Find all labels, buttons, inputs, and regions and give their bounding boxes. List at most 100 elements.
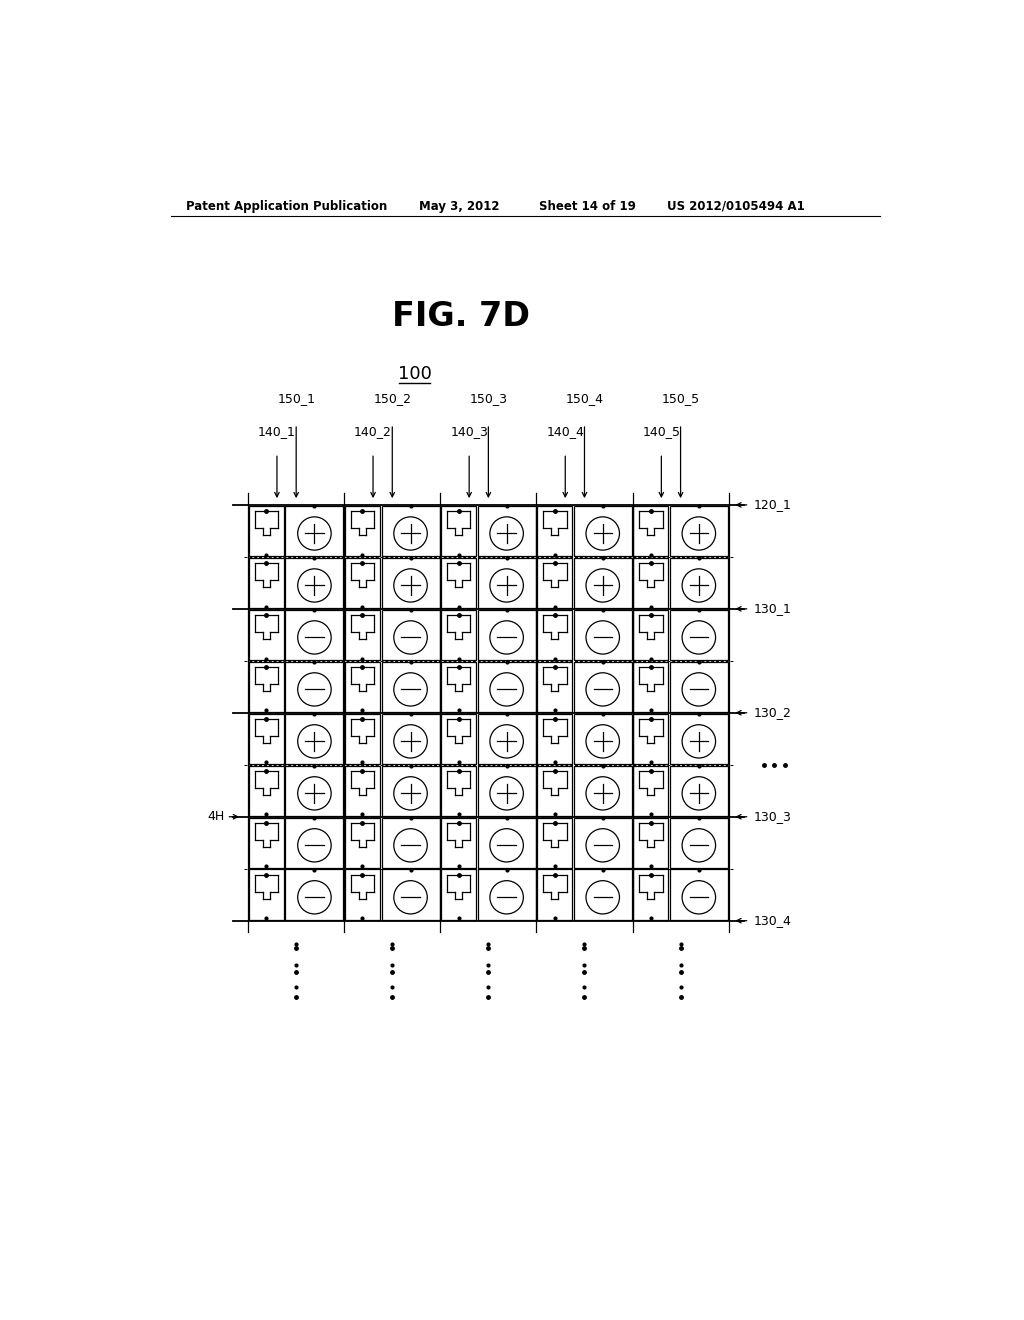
Circle shape <box>682 673 716 706</box>
Circle shape <box>298 829 331 862</box>
FancyBboxPatch shape <box>382 610 439 660</box>
FancyBboxPatch shape <box>286 506 343 556</box>
Circle shape <box>682 725 716 758</box>
FancyBboxPatch shape <box>441 506 476 556</box>
FancyBboxPatch shape <box>477 506 536 556</box>
Circle shape <box>394 517 427 550</box>
FancyBboxPatch shape <box>441 661 476 711</box>
FancyBboxPatch shape <box>249 557 284 609</box>
FancyBboxPatch shape <box>538 661 572 711</box>
Circle shape <box>298 673 331 706</box>
FancyBboxPatch shape <box>286 766 343 816</box>
Circle shape <box>298 776 331 810</box>
Text: US 2012/0105494 A1: US 2012/0105494 A1 <box>667 199 805 213</box>
FancyBboxPatch shape <box>345 870 380 920</box>
FancyBboxPatch shape <box>573 610 632 660</box>
FancyBboxPatch shape <box>573 506 632 556</box>
FancyBboxPatch shape <box>249 870 284 920</box>
FancyBboxPatch shape <box>573 661 632 711</box>
Text: 150_5: 150_5 <box>662 392 699 405</box>
FancyBboxPatch shape <box>670 557 728 609</box>
Text: 130_2: 130_2 <box>754 706 792 719</box>
FancyBboxPatch shape <box>249 610 284 660</box>
FancyBboxPatch shape <box>573 557 632 609</box>
Text: 140_5: 140_5 <box>642 425 680 438</box>
Text: 100: 100 <box>397 366 432 383</box>
Text: 140_1: 140_1 <box>258 425 296 438</box>
FancyBboxPatch shape <box>345 506 380 556</box>
FancyBboxPatch shape <box>633 714 669 764</box>
Circle shape <box>489 673 523 706</box>
FancyBboxPatch shape <box>670 870 728 920</box>
Circle shape <box>586 620 620 655</box>
FancyBboxPatch shape <box>345 557 380 609</box>
FancyBboxPatch shape <box>538 506 572 556</box>
FancyBboxPatch shape <box>382 714 439 764</box>
Circle shape <box>586 725 620 758</box>
FancyBboxPatch shape <box>345 610 380 660</box>
Text: 4H: 4H <box>208 810 225 824</box>
Circle shape <box>682 569 716 602</box>
FancyBboxPatch shape <box>477 610 536 660</box>
Text: 150_4: 150_4 <box>565 392 603 405</box>
Circle shape <box>682 776 716 810</box>
FancyBboxPatch shape <box>286 610 343 660</box>
Circle shape <box>586 880 620 913</box>
FancyBboxPatch shape <box>286 714 343 764</box>
FancyBboxPatch shape <box>670 610 728 660</box>
FancyBboxPatch shape <box>633 610 669 660</box>
Circle shape <box>298 880 331 913</box>
FancyBboxPatch shape <box>538 766 572 816</box>
FancyBboxPatch shape <box>538 610 572 660</box>
Text: 150_1: 150_1 <box>278 392 315 405</box>
FancyBboxPatch shape <box>633 870 669 920</box>
FancyBboxPatch shape <box>286 661 343 711</box>
FancyBboxPatch shape <box>345 817 380 869</box>
Circle shape <box>489 569 523 602</box>
FancyBboxPatch shape <box>382 506 439 556</box>
Circle shape <box>394 829 427 862</box>
FancyBboxPatch shape <box>286 557 343 609</box>
FancyBboxPatch shape <box>345 714 380 764</box>
Circle shape <box>682 829 716 862</box>
Circle shape <box>586 569 620 602</box>
FancyBboxPatch shape <box>382 766 439 816</box>
FancyBboxPatch shape <box>249 766 284 816</box>
FancyBboxPatch shape <box>382 817 439 869</box>
FancyBboxPatch shape <box>538 557 572 609</box>
FancyBboxPatch shape <box>633 817 669 869</box>
Text: Sheet 14 of 19: Sheet 14 of 19 <box>539 199 636 213</box>
FancyBboxPatch shape <box>249 817 284 869</box>
FancyBboxPatch shape <box>477 766 536 816</box>
FancyBboxPatch shape <box>441 714 476 764</box>
Text: 120_1: 120_1 <box>754 499 792 511</box>
Circle shape <box>586 776 620 810</box>
FancyBboxPatch shape <box>670 661 728 711</box>
FancyBboxPatch shape <box>538 714 572 764</box>
Circle shape <box>394 673 427 706</box>
Circle shape <box>298 725 331 758</box>
Circle shape <box>586 829 620 862</box>
FancyBboxPatch shape <box>286 870 343 920</box>
FancyBboxPatch shape <box>441 766 476 816</box>
FancyBboxPatch shape <box>477 817 536 869</box>
Circle shape <box>489 776 523 810</box>
FancyBboxPatch shape <box>345 661 380 711</box>
FancyBboxPatch shape <box>286 817 343 869</box>
Circle shape <box>298 517 331 550</box>
Text: 130_4: 130_4 <box>754 915 792 927</box>
FancyBboxPatch shape <box>441 870 476 920</box>
FancyBboxPatch shape <box>477 661 536 711</box>
FancyBboxPatch shape <box>249 661 284 711</box>
FancyBboxPatch shape <box>477 557 536 609</box>
FancyBboxPatch shape <box>573 714 632 764</box>
FancyBboxPatch shape <box>670 766 728 816</box>
Text: 150_2: 150_2 <box>374 392 412 405</box>
Circle shape <box>298 620 331 655</box>
FancyBboxPatch shape <box>573 766 632 816</box>
FancyBboxPatch shape <box>441 817 476 869</box>
FancyBboxPatch shape <box>670 714 728 764</box>
FancyBboxPatch shape <box>382 661 439 711</box>
Text: 140_2: 140_2 <box>354 425 392 438</box>
Circle shape <box>489 829 523 862</box>
